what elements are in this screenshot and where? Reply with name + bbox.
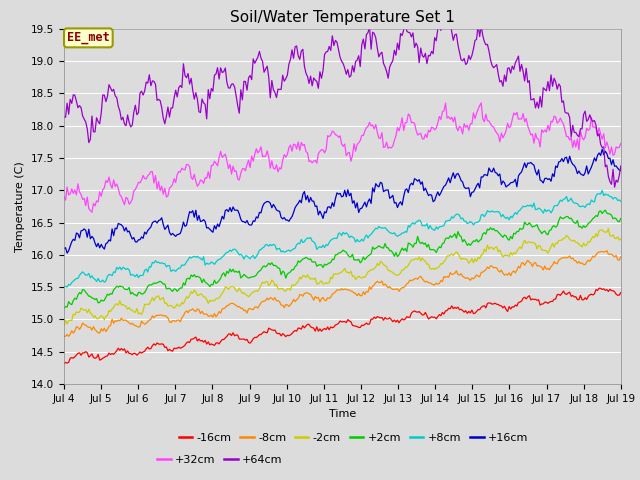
+32cm: [305, 159, 313, 165]
-16cm: [595, 285, 603, 291]
-8cm: [255, 302, 263, 308]
-8cm: [130, 322, 138, 328]
+64cm: [226, 85, 234, 91]
Line: +32cm: +32cm: [64, 103, 621, 212]
+8cm: [60, 284, 68, 290]
+32cm: [255, 148, 263, 154]
+64cm: [129, 122, 136, 128]
+2cm: [303, 255, 311, 261]
+32cm: [60, 194, 68, 200]
+16cm: [63, 250, 71, 256]
+64cm: [588, 116, 595, 122]
+16cm: [617, 168, 625, 173]
+64cm: [617, 163, 625, 169]
+32cm: [589, 124, 596, 130]
Line: -2cm: -2cm: [64, 228, 621, 325]
+8cm: [588, 197, 595, 203]
+64cm: [611, 184, 618, 190]
-8cm: [60, 334, 68, 339]
+64cm: [60, 114, 68, 120]
-2cm: [617, 236, 625, 242]
-2cm: [254, 288, 262, 294]
+2cm: [254, 270, 262, 276]
+8cm: [246, 256, 254, 262]
-8cm: [588, 256, 595, 262]
-2cm: [60, 322, 68, 328]
-16cm: [226, 331, 234, 336]
-2cm: [226, 285, 234, 290]
+8cm: [617, 198, 625, 204]
Line: -8cm: -8cm: [64, 251, 621, 336]
-8cm: [65, 334, 72, 339]
Line: +2cm: +2cm: [64, 210, 621, 308]
+32cm: [617, 141, 625, 146]
-8cm: [603, 248, 611, 253]
-16cm: [586, 292, 594, 298]
+64cm: [442, 7, 449, 13]
-16cm: [60, 360, 68, 366]
-8cm: [617, 254, 625, 260]
+2cm: [244, 275, 252, 281]
+16cm: [130, 235, 138, 240]
-16cm: [129, 352, 136, 358]
+16cm: [228, 209, 236, 215]
+16cm: [305, 199, 313, 205]
Y-axis label: Temperature (C): Temperature (C): [15, 161, 26, 252]
+16cm: [588, 164, 595, 170]
X-axis label: Time: Time: [329, 409, 356, 419]
+32cm: [246, 165, 254, 170]
+32cm: [88, 209, 96, 215]
+16cm: [255, 209, 263, 215]
Line: -16cm: -16cm: [64, 288, 621, 363]
-16cm: [303, 322, 311, 327]
+8cm: [63, 284, 71, 290]
+2cm: [226, 266, 234, 272]
Line: +8cm: +8cm: [64, 191, 621, 287]
-8cm: [228, 300, 236, 306]
+2cm: [617, 216, 625, 221]
Line: +64cm: +64cm: [64, 10, 621, 187]
Line: +16cm: +16cm: [64, 149, 621, 253]
+16cm: [598, 146, 606, 152]
+2cm: [60, 305, 68, 311]
-16cm: [244, 340, 252, 346]
+32cm: [130, 188, 138, 194]
-2cm: [303, 272, 311, 278]
+8cm: [228, 249, 236, 254]
-2cm: [605, 226, 612, 231]
+2cm: [129, 289, 136, 295]
+16cm: [60, 246, 68, 252]
+2cm: [586, 219, 594, 225]
-16cm: [254, 333, 262, 339]
+16cm: [246, 222, 254, 228]
-2cm: [244, 294, 252, 300]
+64cm: [254, 54, 262, 60]
+64cm: [303, 73, 311, 79]
-8cm: [305, 291, 313, 297]
+32cm: [477, 100, 485, 106]
-2cm: [586, 240, 594, 245]
+32cm: [228, 171, 236, 177]
+2cm: [602, 207, 609, 213]
Title: Soil/Water Temperature Set 1: Soil/Water Temperature Set 1: [230, 10, 455, 25]
Legend: +32cm, +64cm: +32cm, +64cm: [153, 450, 287, 469]
+64cm: [244, 75, 252, 81]
-2cm: [129, 307, 136, 313]
+8cm: [255, 247, 263, 253]
-8cm: [246, 306, 254, 312]
+8cm: [598, 188, 606, 193]
Text: EE_met: EE_met: [67, 31, 109, 44]
+8cm: [130, 272, 138, 278]
+8cm: [305, 236, 313, 241]
-16cm: [617, 290, 625, 296]
